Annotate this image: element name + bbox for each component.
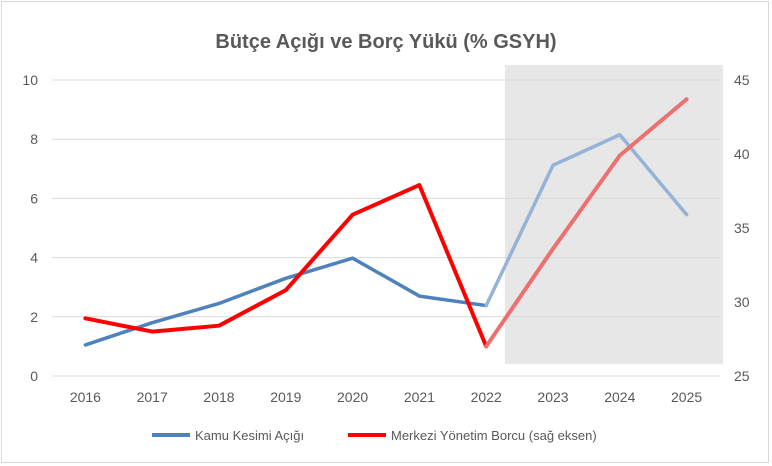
x-tick-label: 2021 — [404, 389, 435, 405]
right-tick-label: 30 — [734, 294, 750, 310]
series-forecast-line-1 — [484, 97, 689, 349]
right-tick-label: 40 — [734, 146, 750, 162]
legend: Kamu Kesimi Açığı Merkezi Yönetim Borcu … — [152, 428, 597, 443]
chart-title: Bütçe Açığı ve Borç Yükü (% GSYH) — [215, 31, 556, 53]
right-tick-label: 45 — [734, 72, 750, 88]
right-tick-label: 25 — [734, 368, 750, 384]
left-tick-label: 2 — [30, 309, 38, 325]
x-tick-label: 2020 — [337, 389, 368, 405]
x-axis-ticks: 2016 2017 2018 2019 2020 2021 2022 2023 2024 2025 — [70, 389, 703, 405]
x-tick-label: 2019 — [270, 389, 301, 405]
x-tick-label: 2022 — [471, 389, 502, 405]
gridlines — [52, 79, 720, 377]
x-tick-label: 2024 — [604, 389, 635, 405]
left-axis-ticks: 0 2 4 6 8 10 — [22, 72, 38, 384]
left-tick-label: 10 — [22, 72, 38, 88]
x-tick-label: 2023 — [537, 389, 568, 405]
legend-label-merkezi-yonetim-borcu: Merkezi Yönetim Borcu (sağ eksen) — [391, 428, 597, 443]
series-forecast-line-0 — [484, 133, 689, 308]
right-axis-ticks: 25 30 35 40 45 — [734, 72, 750, 384]
x-tick-label: 2025 — [671, 389, 702, 405]
x-tick-label: 2018 — [203, 389, 234, 405]
legend-label-kamu-kesimi-acigi: Kamu Kesimi Açığı — [195, 428, 304, 443]
left-tick-label: 4 — [30, 250, 38, 266]
series-line-1 — [83, 183, 489, 349]
forecast-shaded-region — [504, 65, 723, 364]
series-lines — [83, 97, 689, 349]
left-tick-label: 8 — [30, 131, 38, 147]
x-tick-label: 2016 — [70, 389, 101, 405]
left-tick-label: 0 — [30, 368, 38, 384]
series-line-0 — [83, 256, 488, 347]
left-tick-label: 6 — [30, 190, 38, 206]
right-tick-label: 35 — [734, 220, 750, 236]
x-tick-label: 2017 — [137, 389, 168, 405]
